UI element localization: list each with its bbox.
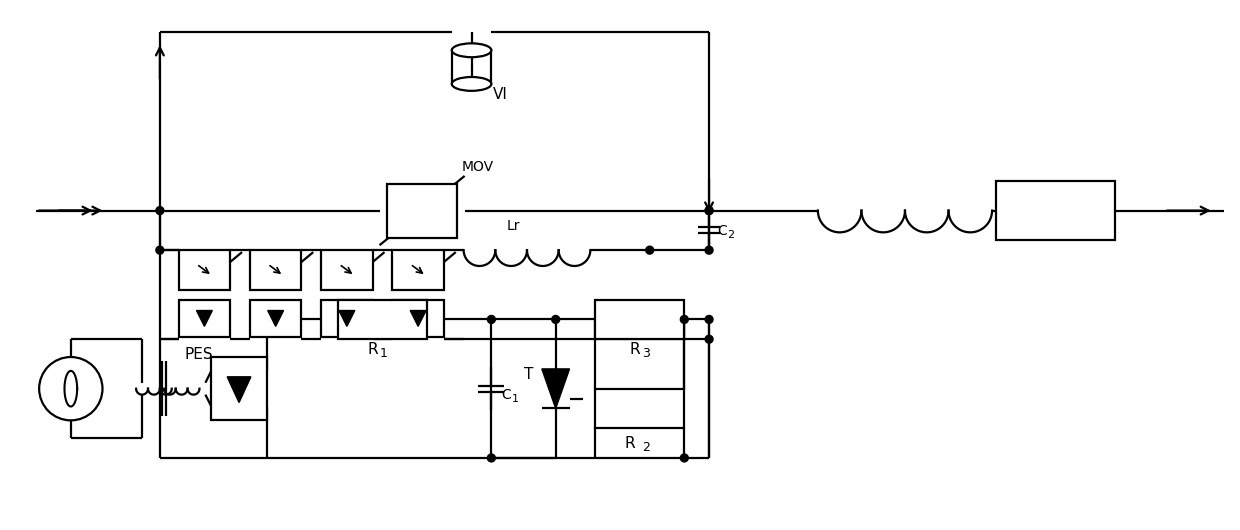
Polygon shape	[196, 311, 212, 326]
Circle shape	[552, 315, 559, 323]
Text: 2: 2	[642, 441, 650, 454]
Polygon shape	[268, 311, 284, 326]
Bar	[250, 299, 301, 337]
Polygon shape	[410, 311, 427, 326]
Text: C: C	[501, 387, 511, 402]
Bar	[211, 357, 267, 420]
Circle shape	[706, 246, 713, 254]
Bar	[392, 250, 444, 290]
Bar	[250, 250, 301, 290]
Circle shape	[646, 246, 653, 254]
Circle shape	[156, 246, 164, 254]
Circle shape	[706, 315, 713, 323]
Bar	[595, 299, 684, 339]
Text: R: R	[630, 342, 641, 357]
Text: VI: VI	[494, 87, 508, 102]
Circle shape	[706, 335, 713, 343]
Text: 1: 1	[379, 347, 387, 360]
Text: 2: 2	[727, 230, 734, 240]
Text: R: R	[368, 342, 378, 357]
Text: C: C	[717, 224, 727, 238]
Circle shape	[40, 357, 103, 420]
Circle shape	[487, 315, 495, 323]
Text: PES: PES	[185, 347, 213, 362]
Text: Lr: Lr	[506, 219, 520, 233]
Text: 1: 1	[512, 394, 520, 403]
Circle shape	[706, 207, 713, 215]
Ellipse shape	[451, 77, 491, 91]
Polygon shape	[227, 377, 250, 403]
Bar	[321, 250, 373, 290]
Bar	[179, 250, 231, 290]
Circle shape	[681, 315, 688, 323]
Circle shape	[487, 454, 495, 462]
Text: MOV: MOV	[461, 160, 494, 174]
Circle shape	[706, 207, 713, 215]
Polygon shape	[339, 311, 355, 326]
Text: T: T	[525, 367, 533, 382]
Polygon shape	[542, 369, 569, 409]
Bar	[339, 299, 427, 339]
Bar	[996, 181, 1115, 240]
Ellipse shape	[451, 43, 491, 57]
Circle shape	[156, 207, 164, 215]
Text: 3: 3	[642, 347, 650, 360]
Bar	[392, 299, 444, 337]
Circle shape	[681, 454, 688, 462]
Bar	[179, 299, 231, 337]
Text: R: R	[625, 436, 635, 451]
Bar	[595, 388, 684, 428]
Bar	[387, 184, 456, 238]
Bar	[321, 299, 373, 337]
